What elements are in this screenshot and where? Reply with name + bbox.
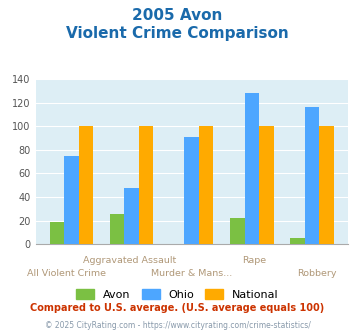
- Bar: [319, 126, 334, 244]
- Text: All Violent Crime: All Violent Crime: [27, 269, 106, 278]
- Text: Aggravated Assault: Aggravated Assault: [83, 256, 176, 265]
- Text: Compared to U.S. average. (U.S. average equals 100): Compared to U.S. average. (U.S. average …: [31, 303, 324, 313]
- Bar: [50, 222, 64, 244]
- Bar: [110, 214, 124, 244]
- Text: Murder & Mans...: Murder & Mans...: [151, 269, 232, 278]
- Bar: [230, 218, 245, 244]
- Text: 2005 Avon: 2005 Avon: [132, 8, 223, 23]
- Bar: [139, 126, 153, 244]
- Bar: [78, 126, 93, 244]
- Bar: [64, 156, 78, 244]
- Legend: Avon, Ohio, National: Avon, Ohio, National: [72, 284, 283, 304]
- Bar: [124, 188, 139, 244]
- Bar: [185, 137, 199, 244]
- Text: Rape: Rape: [242, 256, 266, 265]
- Bar: [290, 238, 305, 244]
- Text: © 2025 CityRating.com - https://www.cityrating.com/crime-statistics/: © 2025 CityRating.com - https://www.city…: [45, 321, 310, 330]
- Bar: [305, 108, 319, 244]
- Text: Robbery: Robbery: [297, 269, 337, 278]
- Bar: [245, 93, 259, 244]
- Bar: [259, 126, 274, 244]
- Text: Violent Crime Comparison: Violent Crime Comparison: [66, 26, 289, 41]
- Bar: [199, 126, 213, 244]
